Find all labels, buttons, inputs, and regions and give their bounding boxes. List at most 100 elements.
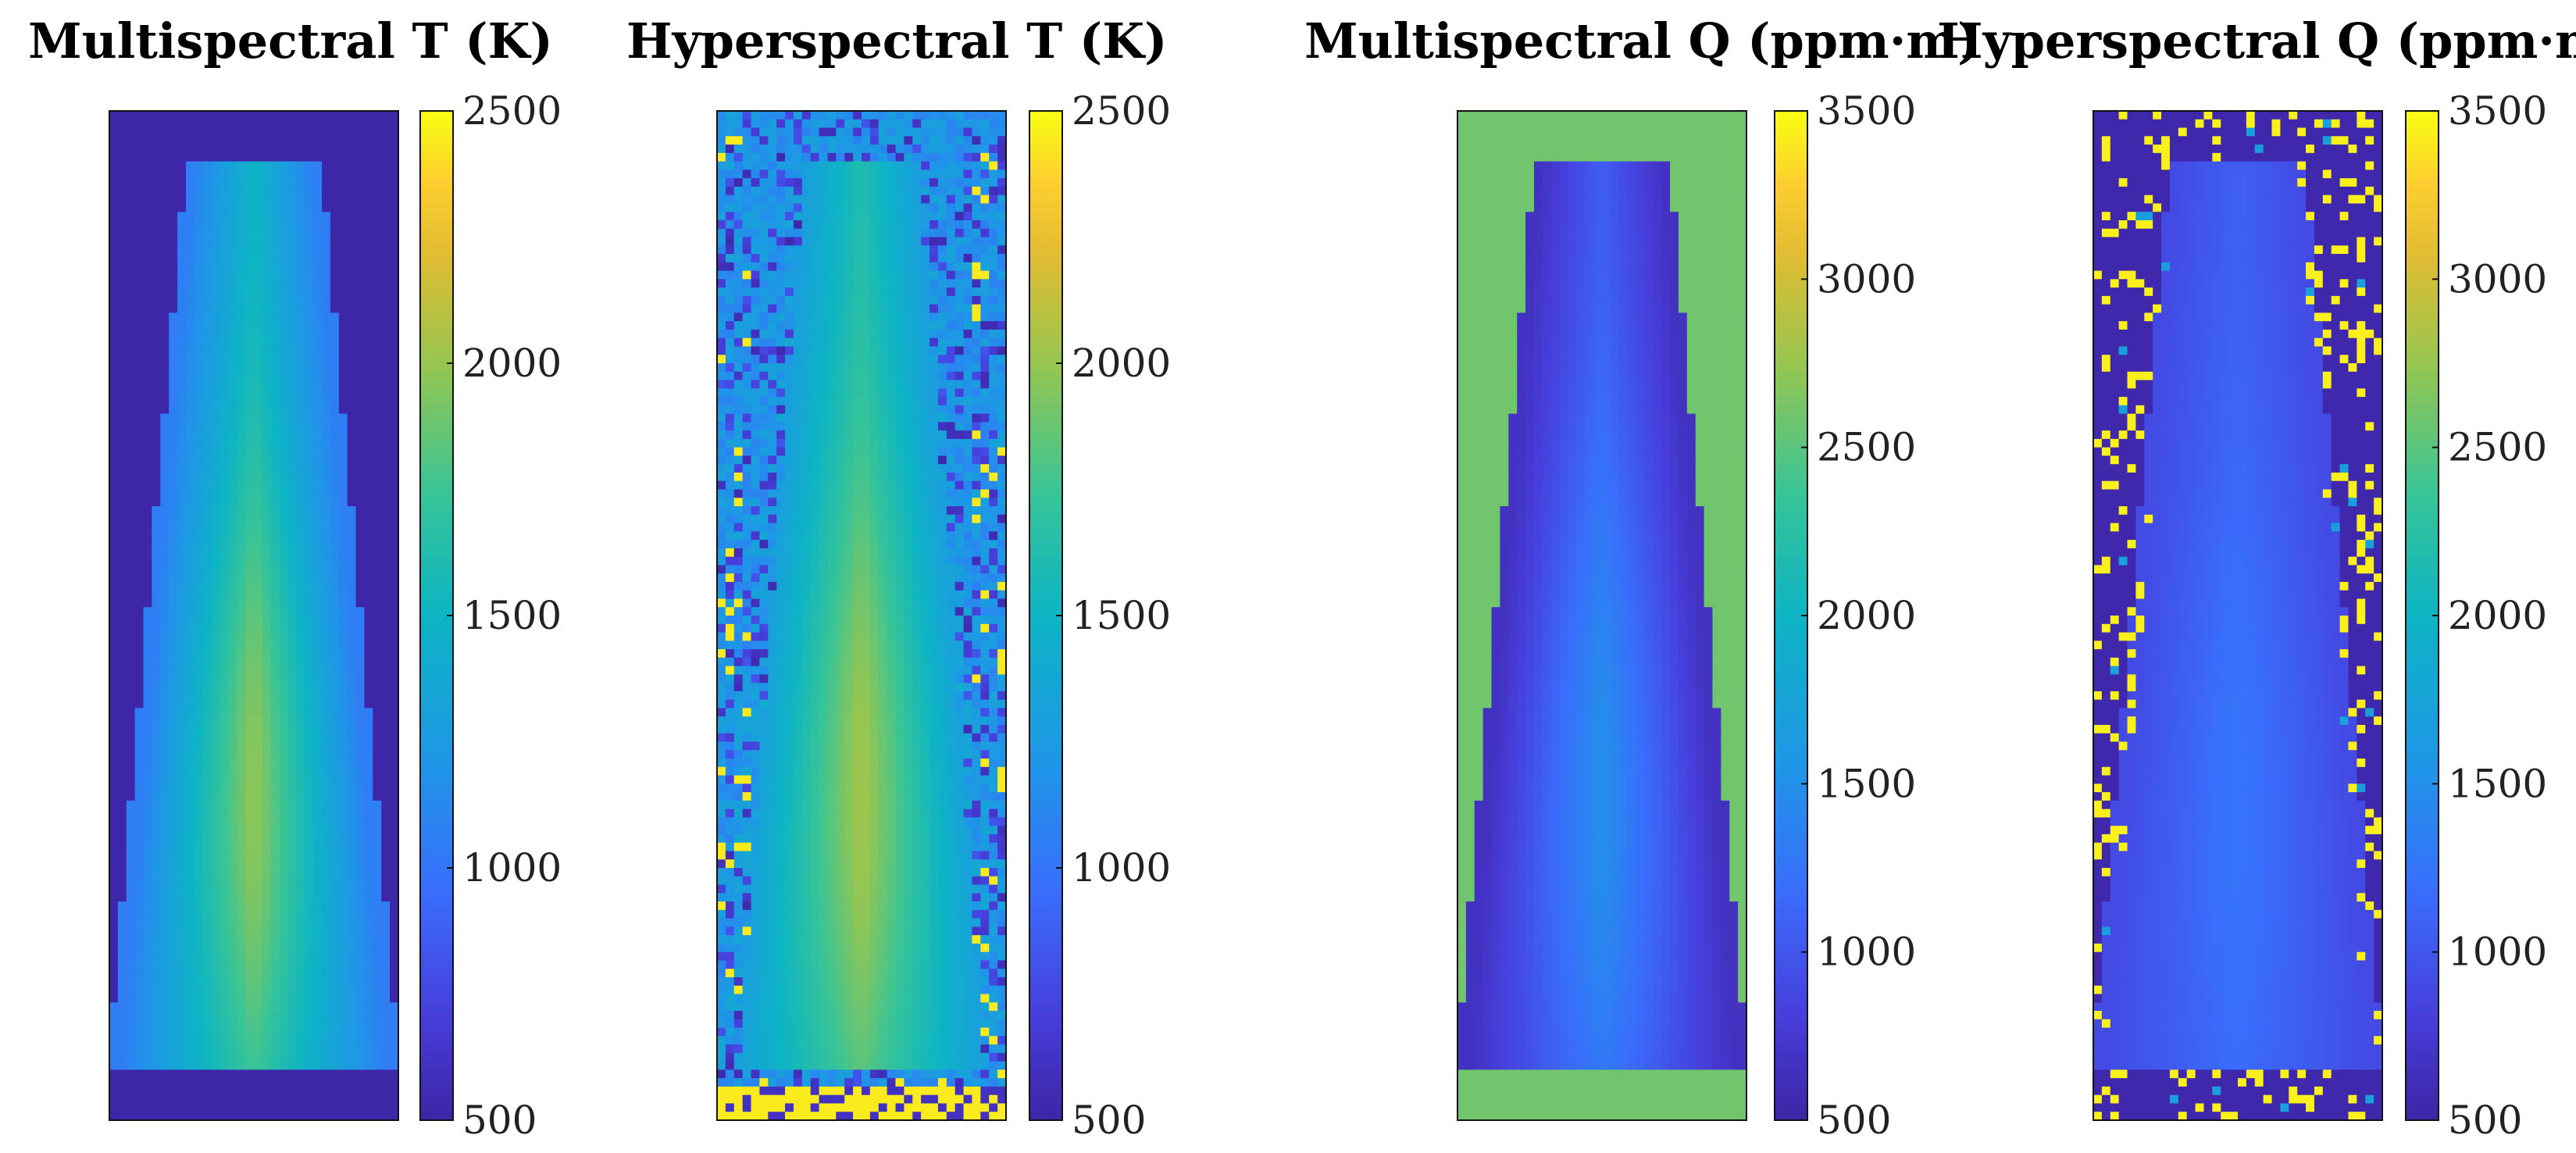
heatmap-cell bbox=[355, 203, 366, 212]
heatmap-cell bbox=[810, 279, 820, 288]
heatmap-cell bbox=[237, 784, 246, 793]
heatmap-cell bbox=[245, 876, 255, 886]
heatmap-cell bbox=[296, 666, 305, 675]
heatmap-cell bbox=[725, 195, 735, 205]
heatmap-cell bbox=[117, 884, 127, 894]
heatmap-cell bbox=[245, 430, 255, 440]
heatmap-cell bbox=[245, 127, 255, 137]
heatmap-cell bbox=[287, 800, 298, 810]
heatmap-cell bbox=[347, 1094, 357, 1105]
heatmap-cell bbox=[134, 943, 144, 953]
heatmap-cell bbox=[287, 161, 298, 170]
heatmap-cell bbox=[279, 935, 289, 944]
heatmap-cell bbox=[373, 388, 382, 398]
heatmap-cell bbox=[169, 1036, 178, 1045]
heatmap-cell bbox=[364, 1002, 373, 1012]
heatmap-cell bbox=[143, 178, 153, 187]
heatmap-cell bbox=[355, 775, 366, 784]
heatmap-cell bbox=[364, 498, 373, 507]
heatmap-cell bbox=[355, 766, 366, 776]
heatmap-cell bbox=[785, 254, 794, 263]
heatmap-cell bbox=[313, 809, 323, 818]
heatmap-cell bbox=[322, 649, 331, 659]
heatmap-cell bbox=[117, 565, 127, 574]
heatmap-cell bbox=[287, 851, 298, 860]
heatmap-cell bbox=[347, 464, 357, 473]
heatmap-cell bbox=[211, 607, 221, 616]
heatmap-cell bbox=[313, 623, 323, 634]
heatmap-cell bbox=[373, 616, 382, 625]
heatmap-cell bbox=[853, 203, 862, 212]
heatmap-cell bbox=[853, 195, 862, 205]
heatmap-cell bbox=[305, 918, 314, 927]
heatmap-cell bbox=[980, 195, 990, 205]
heatmap-cell bbox=[921, 195, 930, 205]
heatmap-cell bbox=[355, 741, 366, 751]
heatmap-cell bbox=[296, 355, 305, 364]
heatmap-cell bbox=[347, 741, 357, 751]
heatmap-cell bbox=[819, 245, 829, 255]
heatmap-cell bbox=[954, 270, 965, 280]
heatmap-cell bbox=[228, 304, 237, 313]
heatmap-cell bbox=[152, 170, 161, 179]
heatmap-cell bbox=[347, 355, 357, 364]
heatmap-cell bbox=[869, 228, 879, 238]
heatmap-cell bbox=[245, 388, 255, 398]
heatmap-cell bbox=[287, 809, 298, 818]
heatmap-cell bbox=[160, 1019, 169, 1029]
heatmap-cell bbox=[869, 262, 879, 272]
heatmap-cell bbox=[287, 279, 298, 288]
heatmap-cell bbox=[305, 464, 314, 473]
heatmap-cell bbox=[254, 985, 263, 995]
heatmap-cell bbox=[126, 279, 136, 288]
heatmap-cell bbox=[347, 641, 357, 650]
heatmap-cell bbox=[330, 759, 340, 768]
heatmap-cell bbox=[270, 960, 280, 969]
heatmap-cell bbox=[169, 145, 178, 154]
heatmap-cell bbox=[202, 868, 212, 877]
heatmap-cell bbox=[126, 851, 136, 860]
heatmap-cell bbox=[254, 598, 263, 608]
heatmap-cell bbox=[177, 145, 187, 154]
heatmap-cell bbox=[296, 884, 305, 894]
heatmap-cell bbox=[134, 279, 144, 288]
heatmap-cell bbox=[296, 834, 305, 844]
heatmap-cell bbox=[262, 960, 272, 969]
heatmap-cell bbox=[134, 556, 144, 566]
heatmap-cell bbox=[338, 498, 348, 507]
heatmap-cell bbox=[827, 287, 837, 297]
heatmap-cell bbox=[109, 111, 119, 120]
heatmap-cell bbox=[733, 254, 744, 263]
heatmap-cell bbox=[152, 893, 161, 902]
heatmap-cell bbox=[355, 649, 366, 659]
heatmap-cell bbox=[279, 1078, 289, 1087]
heatmap-cell bbox=[364, 363, 373, 373]
heatmap-cell bbox=[717, 254, 726, 263]
heatmap-cell bbox=[270, 262, 280, 272]
heatmap-cell bbox=[245, 119, 255, 129]
heatmap-cell bbox=[109, 775, 119, 784]
heatmap-cell bbox=[819, 178, 829, 187]
heatmap-cell bbox=[347, 565, 357, 574]
heatmap-cell bbox=[262, 565, 272, 574]
heatmap-cell bbox=[202, 842, 212, 852]
heatmap-cell bbox=[134, 741, 144, 751]
heatmap-cell bbox=[373, 161, 382, 170]
heatmap-cell bbox=[270, 1069, 280, 1079]
heatmap-cell bbox=[296, 674, 305, 684]
heatmap-cell bbox=[742, 212, 752, 221]
heatmap-cell bbox=[287, 1061, 298, 1070]
heatmap-cell bbox=[152, 616, 161, 625]
heatmap-cell bbox=[390, 884, 399, 894]
heatmap-cell bbox=[109, 935, 119, 944]
heatmap-cell bbox=[381, 1086, 391, 1096]
heatmap-cell bbox=[185, 413, 195, 423]
heatmap-cell bbox=[270, 951, 280, 962]
heatmap-cell bbox=[980, 136, 990, 145]
heatmap-cell bbox=[211, 514, 221, 524]
heatmap-cell bbox=[819, 186, 829, 196]
heatmap-cell bbox=[759, 237, 769, 246]
heatmap-cell bbox=[338, 262, 348, 272]
heatmap-cell bbox=[355, 859, 366, 869]
heatmap-cell bbox=[126, 152, 136, 162]
